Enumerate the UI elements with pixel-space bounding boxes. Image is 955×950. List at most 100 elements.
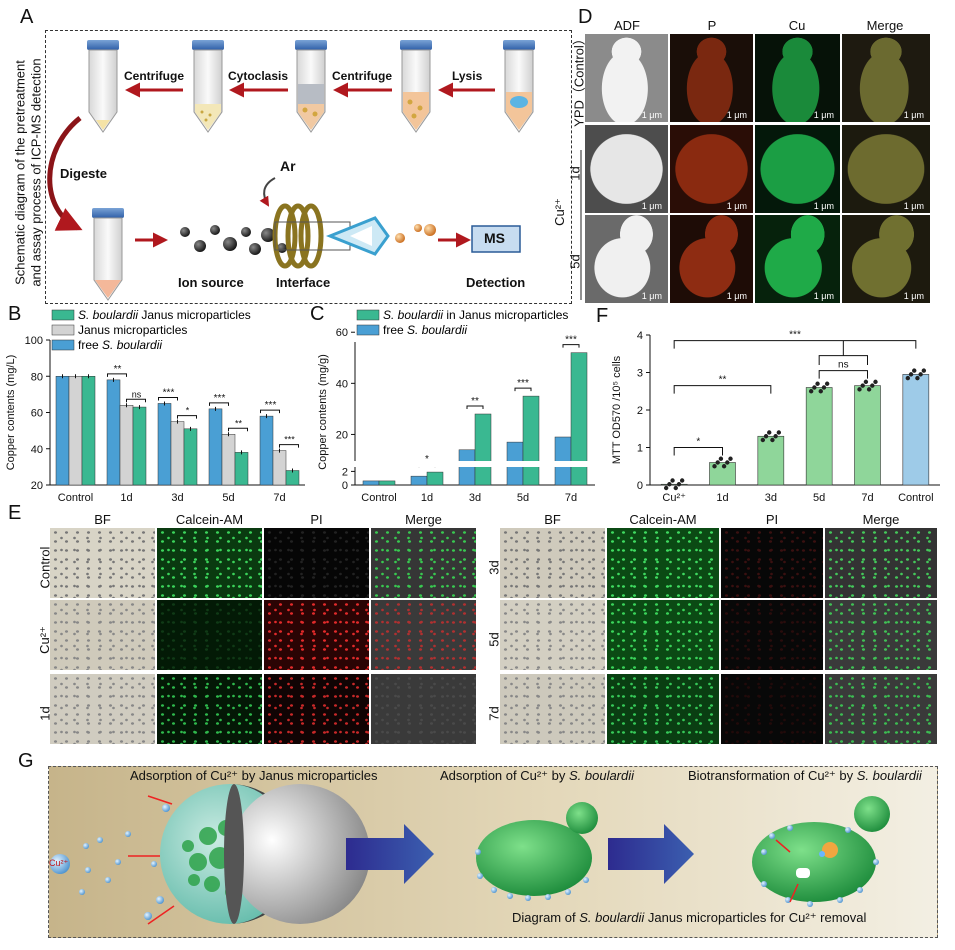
b-sig-label: *** (214, 393, 226, 404)
d-micrograph-r2-c1: 1 μm (670, 215, 753, 303)
e-image-left-r2-c1 (157, 674, 262, 744)
tube-1 (87, 40, 119, 133)
panel-label-d: D (578, 6, 593, 28)
e-left-col-merge: Merge (405, 512, 442, 527)
b-xtick-label: Control (58, 492, 93, 504)
f-dot (870, 383, 875, 388)
b-sig-bracket (107, 373, 127, 377)
f-dot (821, 385, 827, 390)
g-ion-label: Cu²⁺ (49, 858, 69, 868)
f-ytick-label: 3 (637, 368, 643, 380)
ms-label: MS (484, 230, 505, 246)
c-sig-label: *** (565, 335, 577, 346)
f-dot (863, 379, 869, 385)
d-scale-bar-label: 1 μm (813, 201, 834, 211)
c-legend-label: S. boulardii in Janus microparticles (383, 308, 568, 322)
step-lysis: Lysis (452, 69, 483, 83)
f-dot (728, 456, 733, 461)
d-scale-bar-label: 1 μm (641, 110, 662, 120)
f-dot (857, 387, 862, 392)
b-bar (234, 452, 249, 486)
c-xtick-label: 1d (421, 492, 433, 504)
panel-a-frame (45, 30, 572, 304)
e-image-left-r2-c3 (371, 674, 476, 744)
e-right-col-calcein: Calcein-AM (629, 512, 697, 527)
f-sig-bracket (673, 385, 772, 394)
g-title-3-italic: S. boulardii (856, 768, 922, 783)
f-dot (670, 478, 675, 483)
c-ytick-label: 40 (336, 378, 348, 390)
tube-2 (192, 40, 224, 133)
c-xtick-label: Control (361, 492, 396, 504)
g-footer-italic: S. boulardii (579, 910, 645, 925)
c-xtick-label: 3d (469, 492, 481, 504)
d-micrograph-r0-c1: 1 μm (670, 34, 753, 122)
f-xtick-label: Cu²⁺ (662, 492, 686, 504)
f-dot (712, 464, 717, 469)
c-axis-break (349, 461, 597, 467)
interface-coils (272, 203, 324, 269)
d-micrograph-r2-c0: 1 μm (585, 215, 668, 303)
e-image-right-r1-c1 (607, 600, 719, 670)
f-bar (854, 385, 881, 486)
c-xtick-label: 5d (517, 492, 529, 504)
b-bar (132, 406, 147, 486)
b-sig-label: *** (163, 387, 175, 398)
f-dot (873, 379, 878, 385)
interface-label: Interface (276, 275, 331, 290)
e-right-col-bf: BF (544, 512, 561, 527)
e-left-col-calcein: Calcein-AM (175, 512, 244, 527)
b-sig-label: *** (265, 400, 277, 411)
chart-f: 0 1 2 3 4 MTT OD570 /10⁵ cells Cu²⁺ 1d 3d 5d 7d Con… (611, 330, 940, 504)
b-ytick-label: 40 (31, 444, 43, 456)
e-image-right-r0-c2 (721, 528, 823, 598)
e-image-right-r1-c3 (825, 600, 937, 670)
g-footer-pre: Diagram of (512, 910, 580, 925)
b-sig-bracket (260, 409, 280, 414)
b-bar (119, 405, 134, 486)
c-bar (410, 475, 428, 486)
b-legend-swatch (51, 309, 75, 321)
b-sig-label: * (186, 406, 190, 416)
f-ytick-label: 2 (637, 405, 643, 417)
d-col-cu: Cu (788, 18, 806, 33)
tube-6 (92, 208, 124, 301)
d-micrograph-r0-c0: 1 μm (585, 34, 668, 122)
b-bar (170, 421, 185, 486)
f-dot (663, 485, 669, 491)
d-micrograph-r1-c0: 1 μm (585, 125, 668, 213)
d-scale-bar-label: 1 μm (903, 201, 924, 211)
f-bar (660, 483, 688, 486)
b-xtick-label: 3d (171, 492, 183, 504)
f-dot (760, 437, 766, 443)
a-title-line1: Schematic diagram of the pretreatment (12, 60, 28, 285)
d-col-adf: ADF (614, 18, 640, 33)
a-title-line2: and assay process of ICP-MS detection (28, 58, 44, 287)
e-image-left-r1-c0 (50, 600, 155, 670)
b-bar (285, 470, 300, 486)
panel-label-b: B (8, 303, 22, 325)
d-scale-bar-label: 1 μm (813, 291, 834, 301)
e-image-left-r0-c2 (264, 528, 369, 598)
c-legend-swatch (356, 324, 380, 336)
panel-label-f: F (596, 305, 609, 327)
f-dot (815, 381, 820, 386)
tube-3 (295, 40, 327, 133)
c-bar (362, 480, 380, 486)
c-legend-swatch (356, 309, 380, 321)
c-ytick-label: 60 (336, 327, 348, 339)
b-ytick-label: 60 (31, 408, 43, 420)
panel-g-illustration (50, 784, 890, 925)
c-bar (570, 352, 588, 486)
panel-label-c: C (310, 303, 325, 325)
f-dot (866, 387, 872, 392)
panel-label-e: E (8, 502, 22, 524)
b-bar (157, 403, 172, 486)
chart-b: 20 40 60 80 100 Copper contents (mg/L) Control… (5, 308, 305, 504)
d-micrograph-r2-c3: 1 μm (842, 215, 930, 303)
chart-c: 20 40 60 0 2 Copper contents (mg/g) Control 1d *… (317, 308, 597, 504)
ar-label: Ar (280, 158, 296, 174)
b-ytick-label: 100 (25, 335, 43, 347)
f-bar (757, 435, 785, 486)
b-xtick-label: 5d (222, 492, 234, 504)
